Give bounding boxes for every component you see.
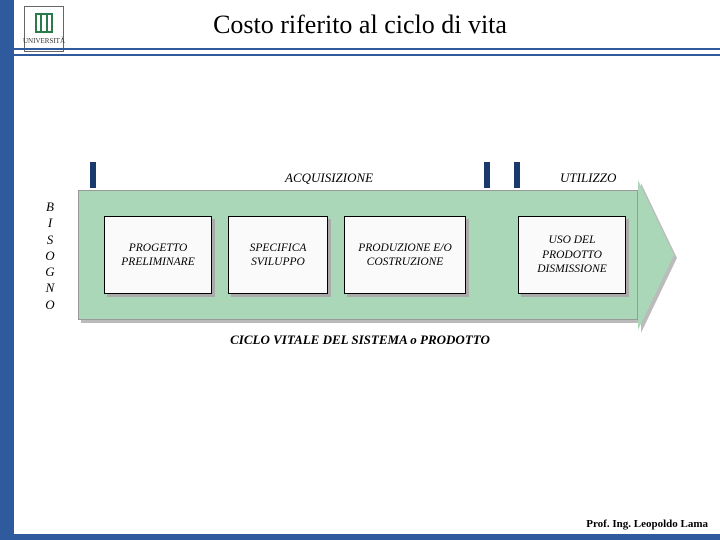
tick-acq-end — [484, 162, 490, 188]
bisogno-letter: O — [45, 297, 54, 313]
bisogno-vertical-label: BISOGNO — [30, 196, 70, 316]
title-rule-2 — [14, 54, 720, 56]
phase-produzione: PRODUZIONE E/O COSTRUZIONE — [344, 216, 466, 294]
bisogno-letter: O — [45, 248, 54, 264]
bisogno-letter: S — [47, 232, 54, 248]
phase-uso-dismissione: USO DEL PRODOTTO DISMISSIONE — [518, 216, 626, 294]
tick-uti-start — [514, 162, 520, 188]
bisogno-letter: G — [45, 264, 54, 280]
footer-author: Prof. Ing. Leopoldo Lama — [586, 518, 708, 530]
phase-specifica-sviluppo: SPECIFICA SVILUPPO — [228, 216, 328, 294]
lifecycle-diagram: BISOGNO ACQUISIZIONE UTILIZZO PROGETTO P… — [30, 160, 690, 340]
arrow-head — [638, 180, 674, 330]
page-title: Costo riferito al ciclo di vita — [0, 10, 720, 40]
slide: UNIVERSITÀ Costo riferito al ciclo di vi… — [0, 0, 720, 540]
tick-start — [90, 162, 96, 188]
left-border — [0, 0, 14, 540]
label-acquisizione: ACQUISIZIONE — [285, 170, 373, 186]
phase-progetto-preliminare: PROGETTO PRELIMINARE — [104, 216, 212, 294]
diagram-caption: CICLO VITALE DEL SISTEMA o PRODOTTO — [30, 332, 690, 348]
bisogno-letter: N — [46, 280, 55, 296]
bisogno-letter: I — [48, 215, 52, 231]
bottom-border — [0, 534, 720, 540]
label-utilizzo: UTILIZZO — [560, 170, 616, 186]
title-rule-1 — [14, 48, 720, 50]
bisogno-letter: B — [46, 199, 54, 215]
